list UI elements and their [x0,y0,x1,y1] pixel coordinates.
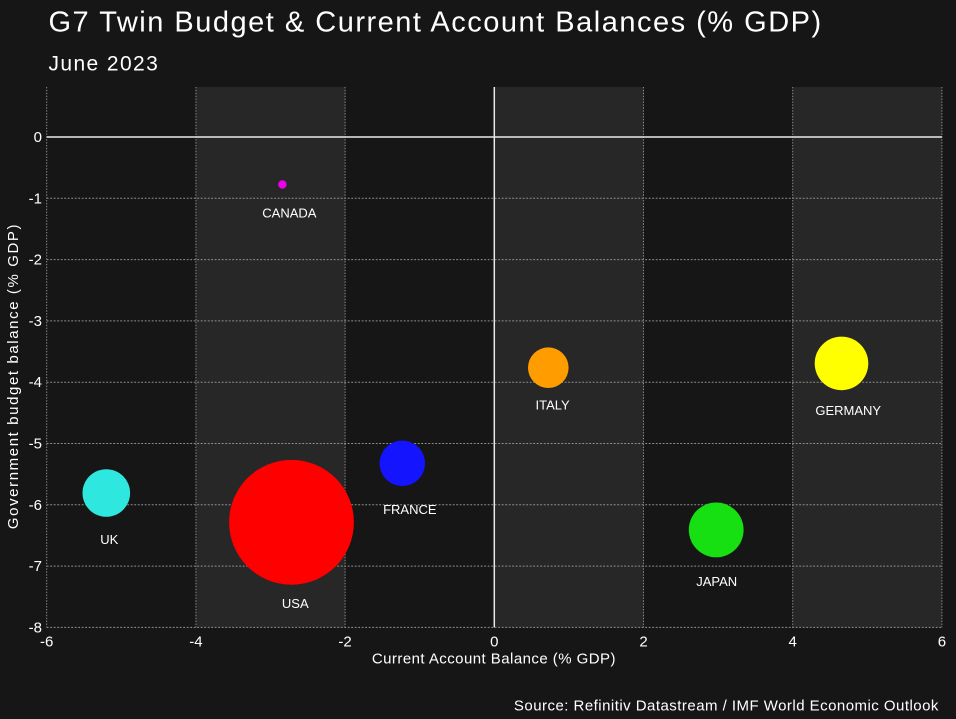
svg-text:FRANCE: FRANCE [383,502,437,517]
svg-text:-6: -6 [40,634,53,651]
svg-text:Current Account Balance (% GDP: Current Account Balance (% GDP) [372,650,616,667]
svg-text:G7 Twin Budget & Current Accou: G7 Twin Budget & Current Account Balance… [49,7,823,39]
svg-text:UK: UK [100,532,118,547]
svg-text:0: 0 [490,634,498,651]
svg-text:CANADA: CANADA [262,206,317,221]
svg-text:2: 2 [639,634,647,651]
svg-text:-1: -1 [29,190,42,207]
svg-text:-2: -2 [29,252,42,269]
svg-text:-3: -3 [29,313,42,330]
svg-text:-8: -8 [29,619,42,636]
svg-text:JAPAN: JAPAN [696,574,737,589]
svg-text:Government budget balance (% G: Government budget balance (% GDP) [5,223,22,529]
svg-text:0: 0 [34,129,42,146]
svg-text:-5: -5 [29,436,42,453]
svg-text:USA: USA [282,596,309,611]
svg-text:-4: -4 [189,634,202,651]
svg-text:6: 6 [938,634,946,651]
svg-text:June 2023: June 2023 [49,52,160,75]
svg-text:ITALY: ITALY [535,397,570,412]
svg-text:-2: -2 [338,634,351,651]
svg-text:4: 4 [789,634,797,651]
svg-text:-4: -4 [29,374,42,391]
svg-text:-7: -7 [29,558,42,575]
svg-text:Source: Refinitiv Datastream /: Source: Refinitiv Datastream / IMF World… [514,697,939,714]
svg-text:GERMANY: GERMANY [815,403,881,418]
svg-text:-6: -6 [29,497,42,514]
